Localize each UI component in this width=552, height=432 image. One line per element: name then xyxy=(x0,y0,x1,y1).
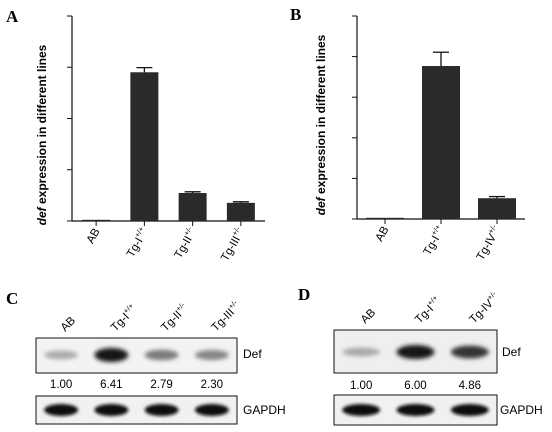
chart-a-category-base: Tg-II xyxy=(173,234,195,260)
chart-b-category-base: AB xyxy=(374,224,392,244)
blot-c-loading-label: GAPDH xyxy=(243,403,286,417)
blot-d-gapdh-band xyxy=(396,404,435,416)
blot-c-quant-value: 6.41 xyxy=(100,379,122,391)
chart-b-y-axis-label: def expression in different lines xyxy=(314,34,328,215)
blot-c-quant-value: 1.00 xyxy=(50,379,72,391)
blot-d-quant-value: 4.86 xyxy=(459,380,481,392)
chart-a-category-label: Tg-II+/- xyxy=(170,225,200,261)
blot-c-lane-label: Tg-II+/- xyxy=(157,300,191,334)
chart-b-bar xyxy=(422,66,460,220)
blot-c-def-band xyxy=(94,348,129,362)
blot-c-def-band xyxy=(194,349,229,361)
chart-a-category-label: Tg-I+/+ xyxy=(122,224,151,259)
chart-a-category-base: Tg-III xyxy=(219,234,243,263)
chart-b-category-label: AB xyxy=(374,224,392,244)
blot-c-def-band xyxy=(144,349,179,361)
chart-b-y-axis-label-rest: expression in different lines xyxy=(314,34,328,197)
blot-d-lane-label: AB xyxy=(359,307,379,327)
chart-a-y-axis-label: def expression in different lines xyxy=(35,44,49,225)
blot-d-quant-value: 6.00 xyxy=(404,380,426,392)
blot-d-gapdh-band xyxy=(450,404,489,416)
blot-d-lane-base: AB xyxy=(359,307,379,327)
blot-d-def-band xyxy=(342,347,381,357)
chart-a-category-label: Tg-III+/- xyxy=(217,225,248,264)
chart-b-y-axis-label-italic: def xyxy=(314,196,328,215)
blot-d-quant-value: 1.00 xyxy=(350,380,372,392)
chart-a: def expression in different lines AB Tg-I… xyxy=(35,15,265,264)
blot-d-lane-label: Tg-I+/+ xyxy=(411,293,444,326)
blot-c-gapdh-band xyxy=(94,404,129,416)
chart-a-bar xyxy=(226,202,255,221)
blot-c-gapdh-band xyxy=(44,404,79,416)
chart-b-category-label: Tg-I+/+ xyxy=(419,222,448,257)
blot-d-loading-label: GAPDH xyxy=(500,403,543,417)
blot-c-def-band xyxy=(44,350,79,360)
chart-b-category-base: Tg-I xyxy=(422,234,443,258)
blot-c-lane-label: Tg-I+/+ xyxy=(107,301,140,334)
chart-a-category-base: AB xyxy=(85,226,103,246)
panel-label-d: D xyxy=(298,285,310,304)
chart-b-bar xyxy=(366,217,404,219)
chart-a-y-axis-label-rest: expression in different lines xyxy=(35,44,49,207)
blot-d-def-band xyxy=(450,345,489,359)
blot-c-lane-label: Tg-III+/- xyxy=(207,298,243,334)
chart-a-y-axis-label-italic: def xyxy=(35,206,49,225)
blot-c-quant-value: 2.30 xyxy=(201,379,223,391)
chart-a-bar xyxy=(82,219,111,221)
blot-d-lane-label: Tg-IV+/- xyxy=(465,289,502,326)
chart-b-category-base: Tg-IV xyxy=(475,232,500,263)
chart-a-category-base: Tg-I xyxy=(125,236,146,260)
panel-label-b: B xyxy=(290,5,301,24)
blot-c-gapdh-band xyxy=(144,404,179,416)
chart-a-category-label: AB xyxy=(85,226,103,246)
blot-d-gapdh-band xyxy=(342,404,381,416)
blot-d-def-band xyxy=(396,345,435,359)
blot-c-target-label: Def xyxy=(243,347,262,361)
chart-a-bar xyxy=(178,193,207,221)
blot-c-lane-base: AB xyxy=(59,315,79,335)
chart-b-bar xyxy=(478,198,516,219)
western-blot-c: Def GAPDH AB 1.00 Tg-I+/+ 6.41 Tg-II+/- 2.79 T… xyxy=(35,298,286,425)
blot-d-target-label: Def xyxy=(502,345,521,359)
blot-c-gapdh-band xyxy=(194,404,229,416)
blot-c-quant-value: 2.79 xyxy=(150,379,172,391)
western-blot-d: Def GAPDH AB 1.00 Tg-I+/+ 6.00 Tg-IV+/- 4.86 xyxy=(333,289,543,426)
panel-label-a: A xyxy=(6,7,19,26)
chart-b-category-label: Tg-IV+/- xyxy=(472,223,504,263)
blot-c-lane-label: AB xyxy=(59,315,79,335)
panel-label-c: C xyxy=(6,289,18,308)
chart-b: def expression in different lines AB Tg-I… xyxy=(314,15,525,263)
chart-a-bar xyxy=(130,72,159,222)
